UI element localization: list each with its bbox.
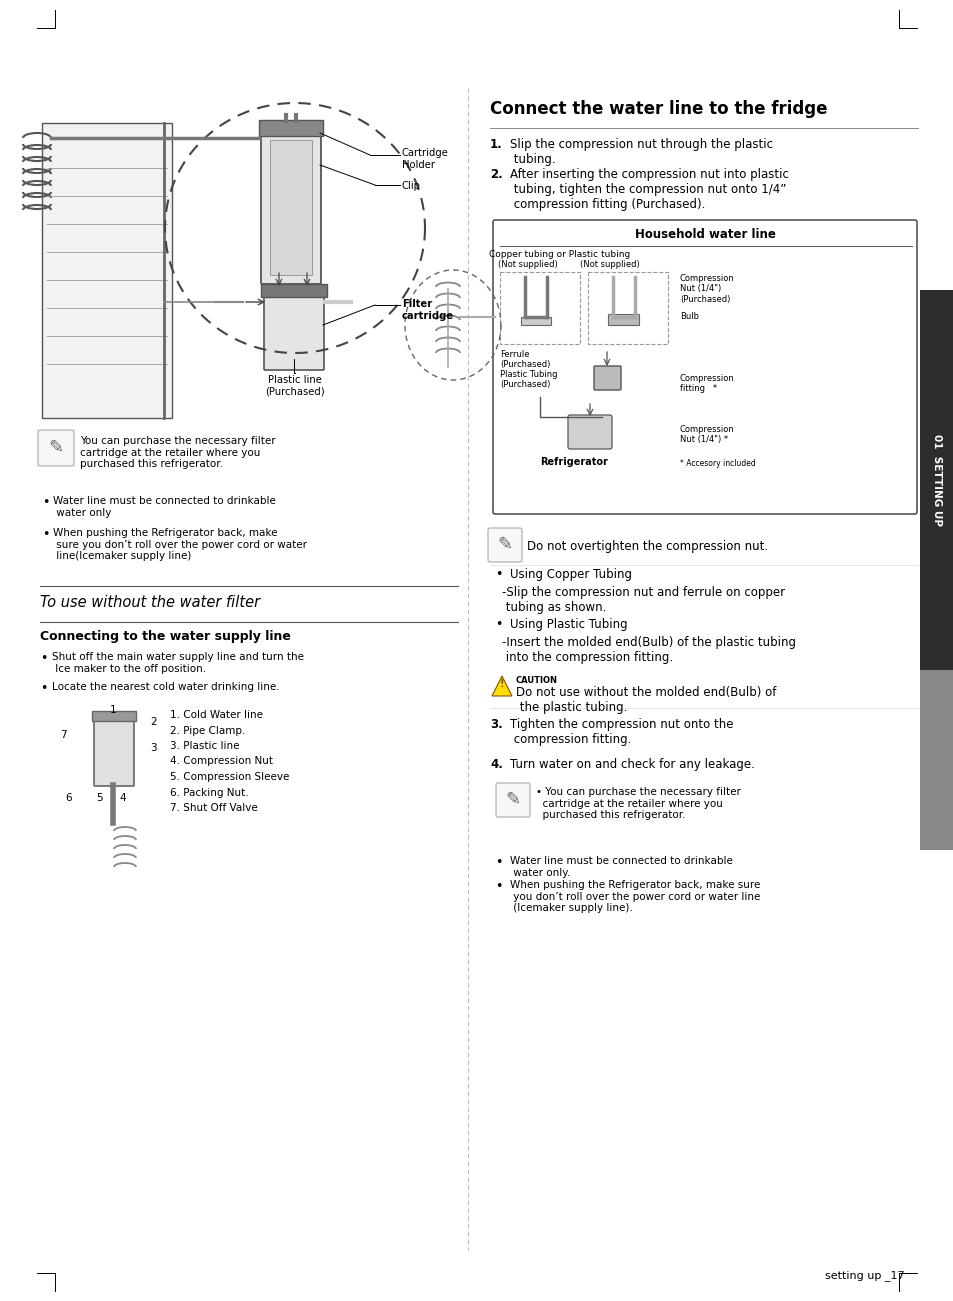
Text: Refrigerator: Refrigerator	[539, 457, 607, 467]
Text: 1: 1	[110, 705, 116, 716]
Text: 2.: 2.	[490, 168, 502, 181]
Text: 1.: 1.	[490, 138, 502, 151]
Text: To use without the water filter: To use without the water filter	[40, 595, 260, 610]
Text: •: •	[42, 528, 50, 541]
Text: 4: 4	[119, 794, 126, 803]
FancyBboxPatch shape	[919, 290, 953, 670]
FancyBboxPatch shape	[94, 716, 133, 786]
Text: Compression
Nut (1/4") *: Compression Nut (1/4") *	[679, 425, 734, 445]
FancyBboxPatch shape	[919, 670, 953, 850]
Text: After inserting the compression nut into plastic
 tubing, tighten the compressio: After inserting the compression nut into…	[510, 168, 788, 211]
Text: •: •	[495, 856, 502, 869]
Text: Water line must be connected to drinkable
 water only.: Water line must be connected to drinkabl…	[510, 856, 732, 878]
FancyBboxPatch shape	[520, 317, 551, 325]
Text: •: •	[495, 879, 502, 892]
Text: You can purchase the necessary filter
cartridge at the retailer where you
purcha: You can purchase the necessary filter ca…	[80, 436, 275, 470]
Text: 2. Pipe Clamp.: 2. Pipe Clamp.	[170, 726, 245, 735]
Text: When pushing the Refrigerator back, make
 sure you don’t roll over the power cor: When pushing the Refrigerator back, make…	[53, 528, 307, 561]
Text: 3.: 3.	[490, 718, 502, 731]
Text: setting up _17: setting up _17	[824, 1270, 904, 1281]
Text: Copper tubing or Plastic tubing: Copper tubing or Plastic tubing	[489, 250, 630, 259]
Text: 5: 5	[96, 794, 103, 803]
FancyBboxPatch shape	[496, 783, 530, 817]
Text: 4.: 4.	[490, 758, 502, 771]
Text: Household water line: Household water line	[634, 228, 775, 241]
Text: (Not supplied): (Not supplied)	[579, 260, 639, 269]
Text: -Insert the molded end(Bulb) of the plastic tubing
 into the compression fitting: -Insert the molded end(Bulb) of the plas…	[501, 636, 795, 664]
FancyBboxPatch shape	[264, 293, 324, 369]
Text: ✎: ✎	[49, 438, 64, 457]
Text: Tighten the compression nut onto the
 compression fitting.: Tighten the compression nut onto the com…	[510, 718, 733, 745]
Text: 5. Compression Sleeve: 5. Compression Sleeve	[170, 771, 289, 782]
Text: Do not use without the molded end(Bulb) of
 the plastic tubing.: Do not use without the molded end(Bulb) …	[516, 686, 776, 714]
Text: •: •	[495, 618, 502, 631]
Text: Compression
Nut (1/4")
(Purchased): Compression Nut (1/4") (Purchased)	[679, 275, 734, 304]
Text: Bulb: Bulb	[679, 312, 699, 321]
Text: Water line must be connected to drinkable
 water only: Water line must be connected to drinkabl…	[53, 496, 275, 518]
FancyBboxPatch shape	[91, 712, 136, 721]
Text: Cartridge
Holder: Cartridge Holder	[401, 148, 449, 169]
Text: Locate the nearest cold water drinking line.: Locate the nearest cold water drinking l…	[52, 682, 279, 692]
Text: Plastic Tubing
(Purchased): Plastic Tubing (Purchased)	[499, 369, 557, 389]
Text: Filter
cartridge: Filter cartridge	[401, 299, 454, 320]
FancyBboxPatch shape	[594, 366, 620, 390]
Text: ✎: ✎	[505, 791, 520, 809]
FancyBboxPatch shape	[608, 315, 639, 325]
FancyBboxPatch shape	[261, 131, 320, 284]
Text: Clip: Clip	[401, 181, 420, 191]
Text: Connect the water line to the fridge: Connect the water line to the fridge	[490, 100, 826, 118]
Text: Compression
fitting   *: Compression fitting *	[679, 373, 734, 393]
FancyBboxPatch shape	[258, 120, 323, 137]
Text: •: •	[495, 569, 502, 582]
Text: Do not overtighten the compression nut.: Do not overtighten the compression nut.	[526, 540, 767, 553]
Text: Slip the compression nut through the plastic
 tubing.: Slip the compression nut through the pla…	[510, 138, 772, 167]
Text: 3: 3	[150, 743, 156, 753]
Text: 1. Cold Water line: 1. Cold Water line	[170, 710, 263, 719]
FancyBboxPatch shape	[488, 528, 521, 562]
Text: Using Plastic Tubing: Using Plastic Tubing	[510, 618, 627, 631]
Text: ✎: ✎	[497, 536, 512, 554]
Text: Plastic line
(Purchased): Plastic line (Purchased)	[265, 375, 324, 397]
Text: •: •	[42, 496, 50, 509]
Text: Turn water on and check for any leakage.: Turn water on and check for any leakage.	[510, 758, 754, 771]
FancyBboxPatch shape	[270, 141, 312, 275]
Polygon shape	[492, 677, 512, 696]
Text: CAUTION: CAUTION	[516, 677, 558, 686]
Text: 7: 7	[60, 730, 67, 740]
Text: (Not supplied): (Not supplied)	[497, 260, 558, 269]
Text: 4. Compression Nut: 4. Compression Nut	[170, 756, 273, 766]
Text: * Accesory included: * Accesory included	[679, 459, 755, 468]
Text: 3. Plastic line: 3. Plastic line	[170, 742, 239, 751]
Text: Connecting to the water supply line: Connecting to the water supply line	[40, 630, 291, 643]
Text: 01  SETTING UP: 01 SETTING UP	[931, 435, 941, 526]
FancyBboxPatch shape	[42, 124, 172, 418]
FancyBboxPatch shape	[567, 415, 612, 449]
Text: 6: 6	[66, 794, 72, 803]
Text: •: •	[40, 652, 48, 665]
Text: 2: 2	[150, 717, 156, 727]
Text: 7. Shut Off Valve: 7. Shut Off Valve	[170, 803, 257, 813]
Text: When pushing the Refrigerator back, make sure
 you don’t roll over the power cor: When pushing the Refrigerator back, make…	[510, 879, 760, 913]
Text: • You can purchase the necessary filter
  cartridge at the retailer where you
  : • You can purchase the necessary filter …	[536, 787, 740, 820]
Text: Using Copper Tubing: Using Copper Tubing	[510, 569, 631, 582]
FancyBboxPatch shape	[38, 431, 74, 466]
FancyBboxPatch shape	[261, 284, 327, 297]
Text: Ferrule
(Purchased): Ferrule (Purchased)	[499, 350, 550, 369]
FancyBboxPatch shape	[493, 220, 916, 514]
Text: -Slip the compression nut and ferrule on copper
 tubing as shown.: -Slip the compression nut and ferrule on…	[501, 585, 784, 614]
Text: Shut off the main water supply line and turn the
 Ice maker to the off position.: Shut off the main water supply line and …	[52, 652, 304, 674]
Text: !: !	[499, 679, 504, 690]
Text: •: •	[40, 682, 48, 695]
Text: 6. Packing Nut.: 6. Packing Nut.	[170, 787, 249, 798]
